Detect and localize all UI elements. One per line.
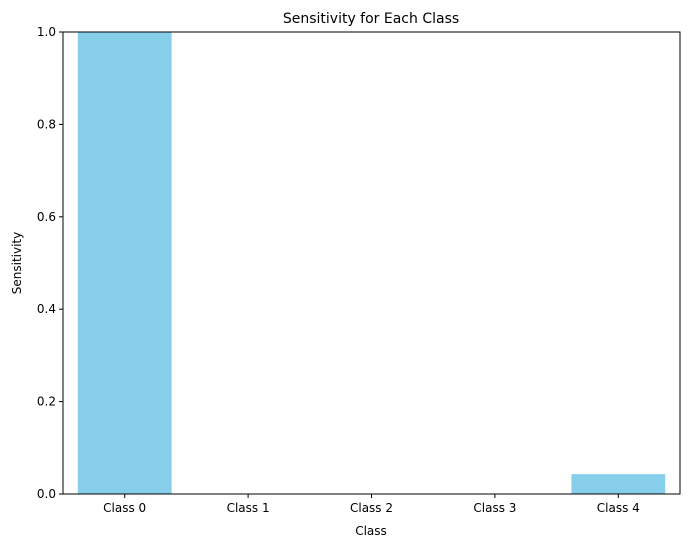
y-tick-label-3: 0.6 <box>37 210 56 224</box>
x-tick-label-0: Class 0 <box>103 501 146 515</box>
x-axis-label: Class <box>355 524 387 538</box>
x-tick-label-2: Class 2 <box>350 501 393 515</box>
y-tick-label-2: 0.4 <box>37 302 56 316</box>
x-tick-label-1: Class 1 <box>227 501 270 515</box>
y-axis-label: Sensitivity <box>10 232 24 294</box>
plot-area: 0.0 0.2 0.4 0.6 0.8 1.0 Class 0 Class 1 Class 2 C… <box>37 25 681 515</box>
y-tick-label-4: 0.8 <box>37 117 56 131</box>
x-tick-label-4: Class 4 <box>597 501 640 515</box>
bar-4 <box>571 474 666 494</box>
y-tick-label-0: 0.0 <box>37 487 56 501</box>
bar-0 <box>77 32 172 494</box>
chart-title: Sensitivity for Each Class <box>283 11 459 27</box>
y-tick-label-5: 1.0 <box>37 25 56 39</box>
y-tick-label-1: 0.2 <box>37 395 56 409</box>
x-tick-label-3: Class 3 <box>473 501 516 515</box>
